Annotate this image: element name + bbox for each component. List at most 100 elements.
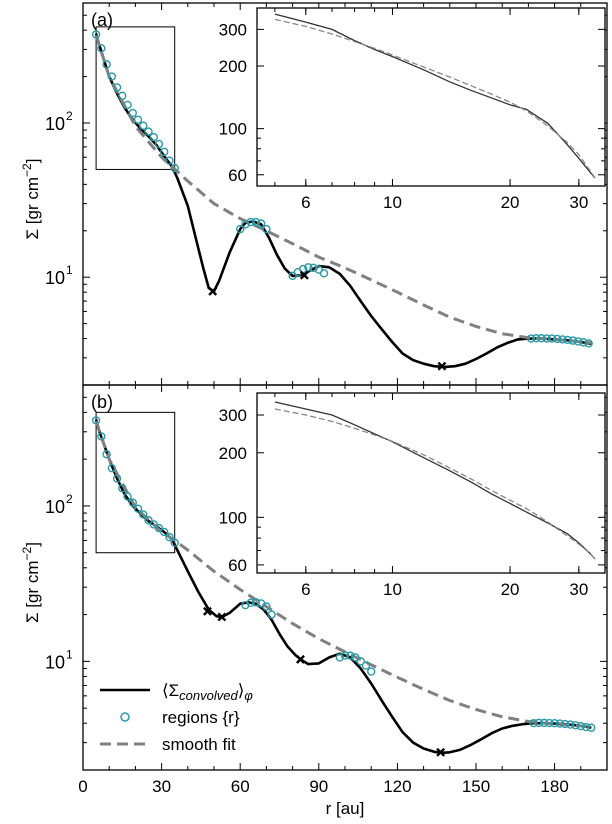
region-marker — [587, 723, 596, 732]
region-marker — [356, 657, 365, 666]
y-axis-label: Σ [gr cm−2] — [20, 159, 42, 240]
gap-minimum-marker — [296, 654, 305, 664]
gap-minimum-marker — [208, 286, 218, 296]
region-marker — [235, 224, 245, 234]
region-marker — [144, 515, 153, 525]
inset-x-tick-label: 30 — [569, 193, 588, 212]
legend-profile-main: ⟨Σ — [162, 681, 179, 700]
region-marker — [144, 127, 153, 136]
region-marker — [262, 224, 271, 234]
convolved-profile-line — [94, 419, 592, 755]
panel-label: (b) — [91, 392, 113, 412]
inset-y-tick-label: 300 — [219, 406, 247, 425]
region-marker — [118, 91, 127, 101]
legend-profile-sub: convolved — [179, 688, 238, 703]
y-tick-label: 10 — [45, 497, 65, 517]
region-marker — [139, 510, 148, 519]
region-marker — [584, 339, 593, 348]
y-tick-label-exponent: 1 — [66, 647, 73, 661]
region-marker — [97, 44, 106, 53]
panel-label: (a) — [91, 10, 113, 30]
y-axis-label-exponent: −2 — [20, 546, 34, 560]
region-marker — [539, 718, 549, 728]
region-marker — [97, 432, 106, 441]
region-marker — [563, 335, 572, 345]
y-tick-label-exponent: 1 — [66, 263, 73, 277]
region-marker — [335, 653, 344, 662]
y-axis-label: Σ [gr cm−2] — [20, 542, 42, 623]
region-marker — [91, 30, 101, 39]
region-marker — [545, 718, 554, 728]
x-tick-label: 30 — [152, 777, 171, 796]
region-marker — [170, 163, 179, 173]
region-marker — [251, 217, 261, 227]
y-axis-label-tail: ] — [23, 542, 42, 547]
gap-minimum-marker — [437, 361, 447, 371]
y-tick-label-exponent: 2 — [66, 492, 73, 506]
region-marker — [246, 598, 255, 608]
y-tick-label: 10 — [45, 652, 65, 672]
x-axis-label: r [au] — [326, 799, 365, 818]
region-marker — [346, 651, 355, 660]
region-marker — [170, 538, 179, 547]
inset-x-tick-label: 10 — [383, 580, 402, 599]
region-marker — [534, 718, 544, 728]
region-marker — [568, 336, 578, 345]
legend-profile-sub2: φ — [244, 688, 253, 703]
inset-y-tick-label: 60 — [228, 166, 247, 185]
region-marker — [573, 337, 583, 346]
region-marker — [351, 653, 360, 662]
region-marker — [529, 719, 538, 728]
smooth-fit-line — [94, 420, 592, 729]
region-marker — [571, 721, 580, 730]
region-marker — [149, 132, 158, 142]
y-axis-label-main: Σ [gr cm — [23, 177, 42, 239]
region-marker — [133, 504, 143, 513]
region-marker — [123, 492, 132, 501]
y-tick-label: 10 — [45, 114, 65, 134]
x-tick-label: 60 — [231, 777, 250, 796]
region-marker — [123, 100, 132, 110]
region-marker — [165, 156, 174, 165]
inset-x-tick-label: 6 — [301, 193, 310, 212]
region-marker — [579, 338, 588, 347]
region-marker — [526, 334, 536, 343]
inset-frame — [256, 392, 606, 574]
x-tick-label: 120 — [383, 777, 411, 796]
region-marker — [361, 661, 371, 670]
region-marker — [251, 598, 261, 607]
gap-minimum-marker — [203, 606, 212, 616]
legend-label-profile: ⟨Σconvolved⟩φ — [162, 681, 253, 703]
inset-y-tick-label: 200 — [219, 444, 247, 463]
zoom-box — [95, 26, 176, 170]
smooth-fit-line — [94, 34, 592, 345]
region-marker — [241, 600, 250, 610]
region-marker — [267, 610, 276, 619]
region-marker — [128, 498, 137, 507]
inset-y-tick-label: 100 — [219, 120, 247, 139]
legend-swatch-regions — [120, 712, 130, 722]
x-tick-label: 90 — [309, 777, 328, 796]
inset-fit-line — [274, 408, 596, 560]
region-marker — [340, 651, 350, 660]
region-marker — [553, 334, 562, 344]
region-marker — [532, 334, 541, 343]
inset-profile-line — [274, 401, 596, 560]
y-axis-label-tail: ] — [23, 159, 42, 164]
region-marker — [309, 263, 318, 273]
y-tick-label: 10 — [45, 268, 65, 288]
region-marker — [288, 271, 297, 281]
region-marker — [367, 667, 376, 676]
region-marker — [160, 147, 169, 157]
region-marker — [537, 334, 546, 343]
gap-minimum-marker — [217, 612, 227, 622]
region-marker — [165, 532, 174, 542]
inset-y-tick-label: 60 — [228, 556, 247, 575]
legend-label-regions: regions {r} — [162, 708, 240, 727]
inset-x-tick-label: 20 — [501, 193, 520, 212]
inset-y-tick-label: 300 — [219, 20, 247, 39]
inset-profile-line — [274, 13, 596, 179]
region-marker — [160, 527, 169, 537]
inset-y-tick-label: 100 — [219, 508, 247, 527]
